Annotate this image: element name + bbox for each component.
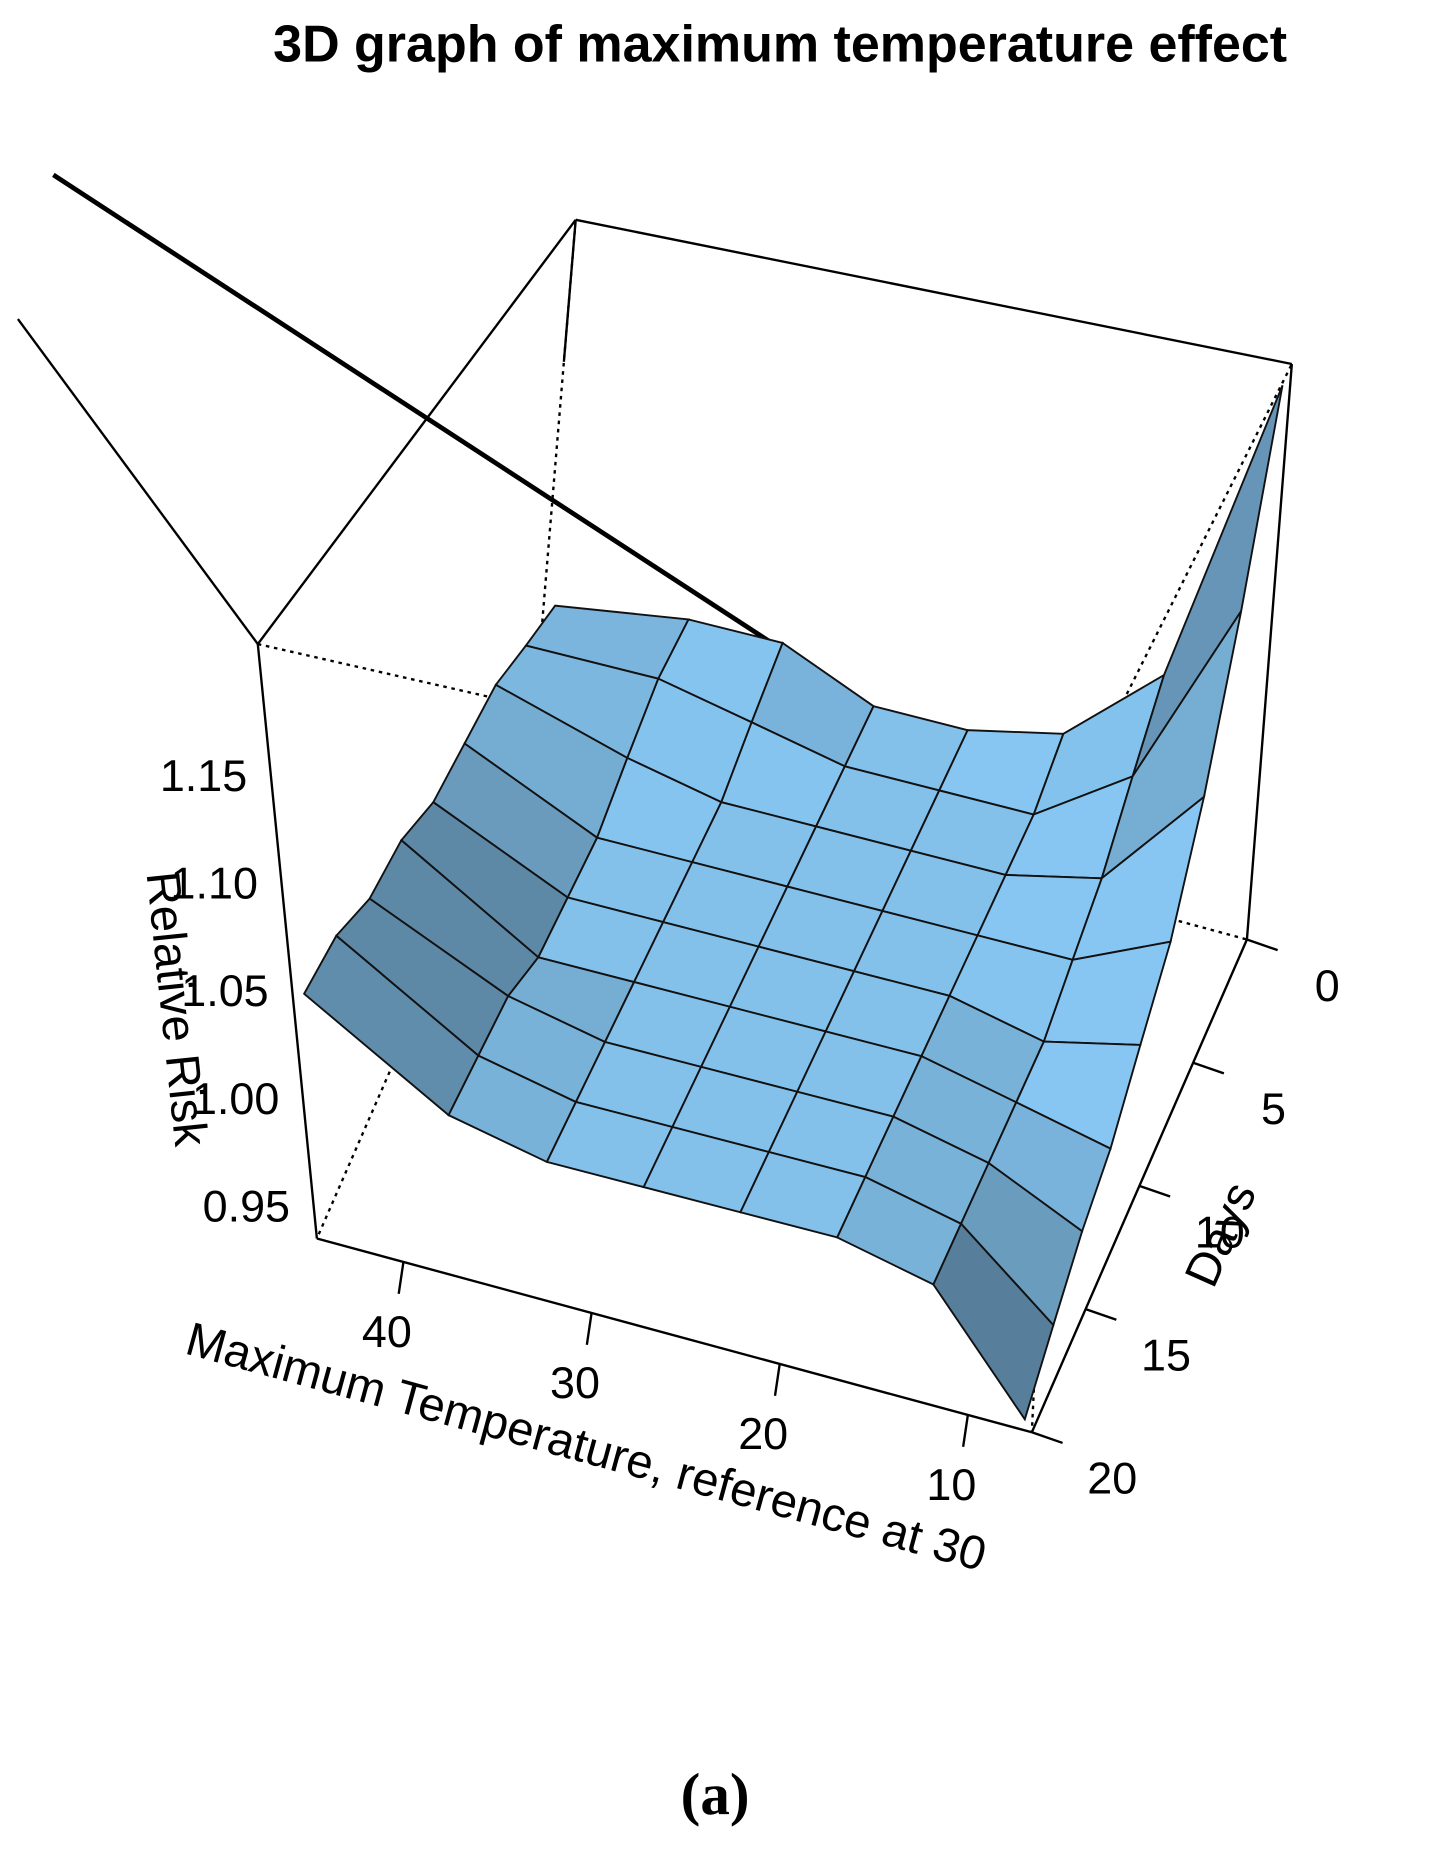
x-tick [585,1312,593,1346]
box-edge [575,218,1293,366]
y-tick [1085,1307,1117,1321]
box-edge [1245,363,1294,940]
x-tick-label: 10 [926,1459,976,1510]
x-axis-title: Maximum Temperature, reference at 30 [180,1313,991,1582]
z-tick-label: 1.00 [192,1073,279,1124]
box-edge [1059,363,1293,828]
y-axis-title: Days [1175,1175,1267,1295]
y-tick [1192,1061,1225,1075]
x-tick-label: 20 [738,1408,788,1459]
box-edge [256,643,319,1239]
y-tick-label: 5 [1261,1083,1286,1134]
z-tick-label: 1.05 [181,965,268,1016]
surface-cell [932,1222,1055,1422]
x-tick [773,1363,781,1397]
box-edge [1030,939,1249,1433]
y-tick-label: 15 [1141,1330,1191,1381]
z-tick-label: 0.95 [203,1181,290,1232]
y-tick [1139,1184,1171,1198]
z-tick-label: 1.15 [160,750,247,801]
caption: (a) [681,1761,750,1827]
x-tick-label: 30 [550,1357,600,1408]
z-tick-label: 1.10 [171,857,258,908]
box-edge [256,219,577,645]
box-edge [562,219,577,362]
y-tick [1031,1431,1063,1445]
x-tick [397,1261,405,1295]
y-tick [1246,938,1279,952]
x-tick-label: 40 [362,1306,412,1357]
box-edge [316,1237,1033,1434]
x-tick [961,1414,970,1448]
y-tick-label: 0 [1315,960,1340,1011]
surface [302,385,1284,1422]
y-tick-label: 10 [1195,1206,1245,1257]
box-edge [315,745,534,1239]
box-edge [16,318,259,645]
y-tick-label: 20 [1087,1453,1137,1504]
chart-title: 3D graph of maximum temperature effect [273,15,1287,73]
